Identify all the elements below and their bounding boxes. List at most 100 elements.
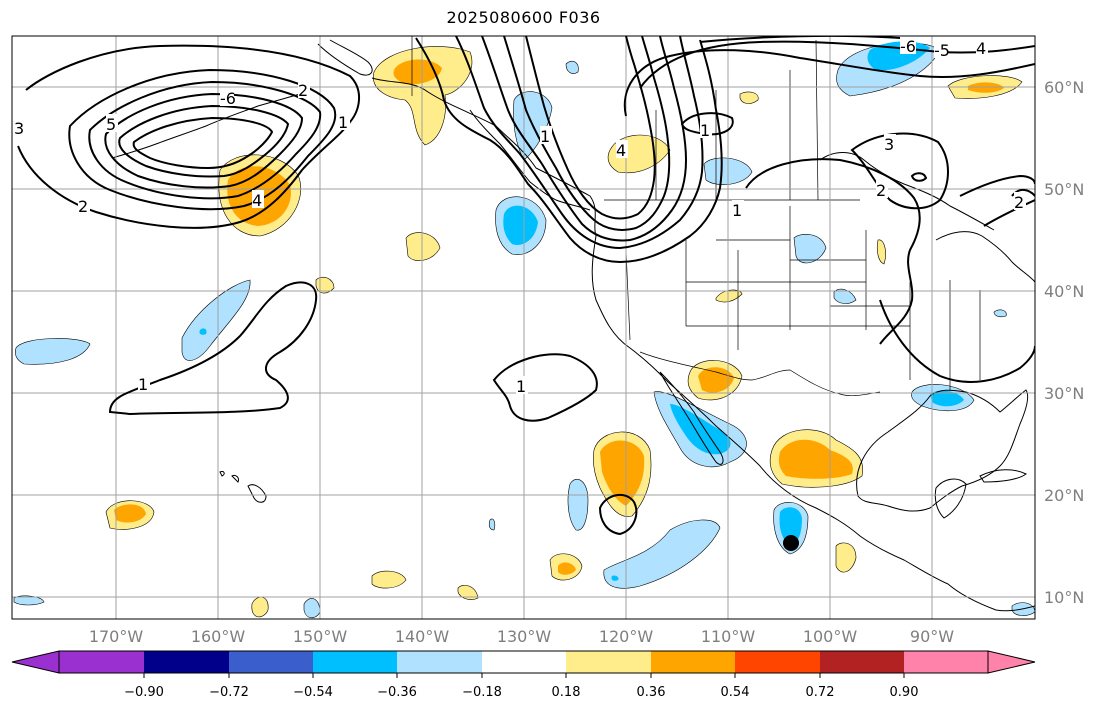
contour-label: 1 — [338, 113, 348, 132]
colorbar-tick-label: −0.72 — [209, 685, 249, 700]
shade-gold — [457, 585, 479, 600]
longitude-label: 130°W — [497, 627, 552, 646]
longitude-axis: 170°W 160°W 150°W 140°W 130°W 120°W 110°… — [89, 627, 954, 646]
islands — [219, 469, 1027, 503]
shade-gold — [405, 232, 441, 261]
shade-orange — [698, 367, 734, 393]
contour-label: 4 — [252, 191, 262, 210]
shade-deepblue — [670, 404, 731, 455]
longitude-label: 90°W — [910, 627, 954, 646]
great-lakes — [935, 231, 1035, 283]
contour-label: 5 — [106, 115, 116, 134]
shade-lightblue — [13, 595, 45, 606]
colorbar-swatch — [820, 651, 904, 673]
map-frame — [11, 35, 1036, 620]
contour-low-pacific — [118, 104, 290, 178]
contour-label: -6 — [220, 89, 236, 108]
shade-lightblue — [488, 518, 496, 531]
colorbar-swatch — [397, 651, 482, 673]
colorbar-tick-label: 0.90 — [890, 685, 919, 700]
shade-orange — [968, 82, 1004, 93]
latitude-label: 30°N — [1044, 384, 1084, 403]
baja-peninsula — [659, 371, 724, 465]
shade-gold — [876, 239, 886, 265]
contour-low-pacific — [17, 44, 360, 229]
contour-east — [959, 174, 1035, 197]
contour-trough-west — [455, 36, 704, 250]
contour-trough-west — [503, 36, 671, 231]
colorbar-swatch — [735, 651, 820, 673]
colorbar-tick-label: −0.18 — [462, 685, 502, 700]
contour-label: 1 — [732, 201, 742, 220]
contour-label: 4 — [616, 141, 626, 160]
contour-low-pacific — [68, 68, 337, 211]
contour-east — [879, 299, 1035, 383]
shade-orange — [778, 439, 853, 479]
contour-1-small — [598, 493, 638, 536]
colorbar-tick-label: 0.18 — [552, 685, 581, 700]
north-america-coast — [371, 77, 1035, 612]
shade-gold — [715, 289, 743, 303]
contour-east — [983, 199, 1035, 227]
contour-low-pacific — [88, 80, 322, 200]
plot-title: 2025080600 F036 — [446, 8, 601, 27]
colorbar-swatch — [482, 651, 566, 673]
contour-label: 4 — [976, 39, 986, 58]
longitude-label: 160°W — [191, 627, 246, 646]
shade-gold — [835, 542, 857, 573]
shade-lightblue — [567, 479, 589, 531]
state-line — [625, 249, 631, 341]
contour-label: 3 — [14, 119, 24, 138]
contour-label: 2 — [298, 81, 308, 100]
longitude-label: 110°W — [701, 627, 756, 646]
shade-lightblue — [14, 338, 91, 365]
colorbar-tick-label: −0.90 — [124, 685, 164, 700]
contour-label: 1 — [138, 375, 148, 394]
contour-east — [910, 172, 928, 182]
shade-lightblue — [303, 598, 321, 619]
contour-east — [850, 132, 949, 210]
gridlines — [12, 36, 1035, 619]
hudson-bay-coast — [819, 152, 995, 231]
colorbar-tick-label: −0.54 — [293, 685, 333, 700]
contour-label-group: 3 2 -6 5 4 1 2 1 4 -6 -5 4 1 3 2 1 2 1 — [14, 36, 1026, 396]
hawaii-island — [231, 475, 239, 483]
colorbar-swatch — [144, 651, 229, 673]
contour-trough-west — [525, 36, 656, 220]
longitude-label: 140°W — [395, 627, 450, 646]
shade-lightblue — [181, 279, 251, 361]
aleutian-chain — [111, 93, 301, 159]
shade-lightblue — [793, 234, 827, 264]
contour-label: 2 — [1014, 193, 1024, 212]
colorbar-tick-label: 0.36 — [637, 685, 666, 700]
contour-label: 1 — [540, 127, 550, 146]
canada-line — [815, 39, 819, 201]
gulf-coast — [856, 389, 1029, 512]
shade-deepblue — [930, 390, 964, 407]
contour-label: 1 — [516, 377, 526, 396]
longitude-label: 170°W — [89, 627, 144, 646]
contour-1-low — [680, 112, 734, 136]
shade-orange — [600, 440, 645, 506]
colorbar-swatch — [566, 651, 651, 673]
contour-low-pacific — [132, 116, 274, 170]
contour-label: -6 — [900, 37, 916, 56]
shade-deepblue — [611, 575, 619, 581]
latitude-label: 20°N — [1044, 486, 1084, 505]
shade-orange — [114, 504, 146, 523]
shade-lightblue — [833, 288, 857, 304]
shade-gold — [739, 91, 759, 104]
shade-orange — [558, 562, 576, 575]
contour-label: 2 — [876, 181, 886, 200]
shade-lightblue — [565, 60, 579, 74]
colorbar-swatch — [59, 651, 144, 673]
latitude-label: 50°N — [1044, 180, 1084, 199]
colorbar-swatch — [651, 651, 735, 673]
bc-archipelago — [469, 109, 591, 211]
latitude-label: 60°N — [1044, 78, 1084, 97]
shade-gold — [371, 570, 407, 589]
colorbar-tick-label: 0.54 — [721, 685, 750, 700]
colorbar-tick-label: −0.36 — [377, 685, 417, 700]
latitude-label: 10°N — [1044, 588, 1084, 607]
storm-marker — [783, 535, 799, 551]
